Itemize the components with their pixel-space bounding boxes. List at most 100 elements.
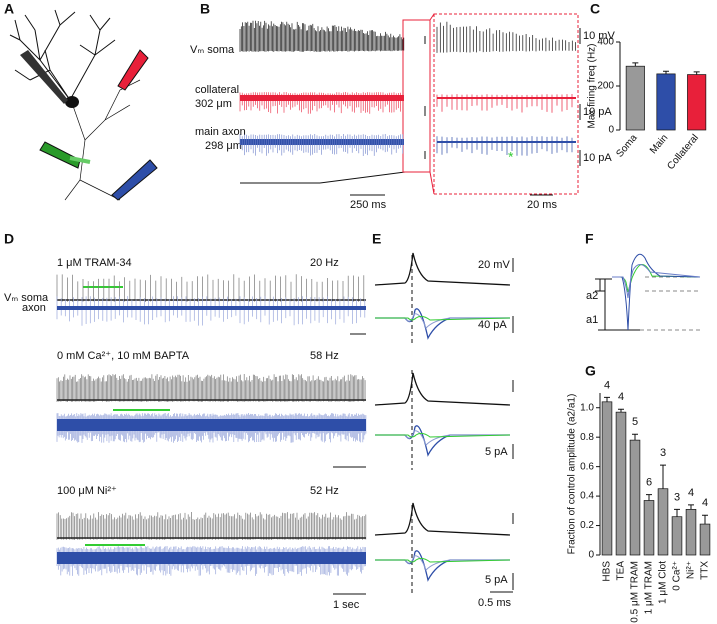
scale-label: 20 ms [527, 199, 557, 211]
amplitude-brackets [595, 278, 640, 331]
bar [601, 401, 613, 556]
scale-label: 10 mV [583, 30, 615, 42]
n-label: 4 [702, 497, 708, 509]
trace [375, 315, 511, 321]
y-tick-label: 400 [597, 37, 614, 48]
scale-label: 1 sec [333, 599, 360, 611]
condition-label: 100 μM Ni²⁺ [57, 485, 117, 497]
error-bar [660, 464, 666, 489]
scale-label: 20 mV [478, 259, 510, 271]
x-tick-label: Main [648, 133, 670, 157]
trace-label: 298 μm [205, 140, 242, 152]
asterisk: * [508, 149, 514, 165]
bar [671, 516, 683, 556]
soma [65, 96, 79, 108]
error-bar [688, 504, 694, 510]
scale-label: 250 ms [350, 199, 387, 211]
bar [657, 488, 669, 556]
trace [374, 502, 511, 536]
trace-label: collateral [195, 84, 239, 96]
amplitude-label: a1 [586, 314, 598, 326]
n-label: 6 [646, 477, 652, 489]
x-tick-label: 0 Ca²⁺ [672, 561, 683, 591]
trace [375, 430, 510, 446]
y-tick-label: 0.8 [580, 432, 594, 443]
bar [685, 508, 697, 556]
error-bar [693, 71, 700, 75]
bar [699, 523, 711, 556]
trace [375, 555, 510, 571]
axon-pipette [39, 141, 81, 169]
trace-label: axon [22, 302, 46, 314]
panel-label: C [590, 1, 600, 17]
soma-pipette [20, 50, 68, 104]
trace [239, 20, 405, 52]
y-tick-label: 0.2 [580, 520, 594, 531]
y-tick-label: 0 [588, 550, 594, 561]
scale-label: 0.5 ms [478, 597, 512, 609]
zoom-lines [429, 13, 435, 195]
error-bar [632, 62, 639, 67]
trace [375, 432, 511, 438]
error-bar [702, 514, 708, 525]
trace-label: Vₘ soma [4, 292, 49, 304]
scale-label: 5 pA [485, 574, 508, 586]
trace [375, 557, 511, 563]
error-bar [618, 408, 624, 413]
n-label: 3 [674, 491, 680, 503]
trace [56, 374, 366, 402]
error-bar [604, 396, 610, 402]
trace [239, 92, 404, 114]
amplitude-label: a2 [586, 290, 598, 302]
bar [615, 411, 627, 556]
panel-label: E [372, 231, 381, 247]
n-label: 4 [604, 379, 610, 391]
rate-label: 52 Hz [310, 485, 339, 497]
trace [56, 274, 365, 302]
error-bar [663, 70, 669, 74]
y-tick-label: 200 [597, 81, 614, 92]
error-bar [674, 508, 680, 517]
x-tick-label: HBS [602, 561, 613, 582]
y-tick-label: 0 [608, 125, 614, 136]
trace [436, 94, 573, 113]
trace [239, 134, 404, 156]
x-tick-label: 0.5 μM TRAM [630, 561, 641, 623]
panel-label: F [585, 231, 594, 247]
n-label: 4 [688, 487, 694, 499]
trace [436, 136, 573, 156]
x-tick-label: TTX [700, 561, 711, 580]
trace-label: main axon [195, 126, 246, 138]
scale-label: 10 pA [583, 106, 612, 118]
trace [374, 372, 511, 406]
trace [375, 550, 510, 582]
zoom-box [402, 19, 431, 173]
scale-bars [490, 258, 514, 593]
bar [656, 73, 676, 131]
n-label: 5 [632, 416, 638, 428]
bar [643, 500, 655, 556]
y-tick-label: 1.0 [580, 402, 594, 413]
rate-label: 20 Hz [310, 257, 339, 269]
n-label: 3 [660, 447, 666, 459]
trace [374, 252, 511, 286]
scale-label: 10 pA [583, 152, 612, 164]
trace [612, 253, 701, 331]
rate-label: 58 Hz [310, 350, 339, 362]
error-bar [646, 494, 652, 501]
trace [56, 512, 367, 540]
bar [687, 74, 707, 131]
x-tick-label: Soma [614, 132, 639, 159]
zoom-panel [433, 13, 579, 195]
x-tick-label: 1 μM TRAM [644, 561, 655, 614]
x-tick-label: Collateral [665, 133, 701, 172]
bar [629, 439, 641, 556]
y-axis-label: Max firing freq (Hz) [587, 43, 598, 128]
condition-label: 1 μM TRAM-34 [57, 257, 132, 269]
reference-lines [640, 276, 700, 331]
condition-label: 0 mM Ca²⁺, 10 mM BAPTA [57, 350, 190, 362]
trace [375, 308, 510, 340]
trace-label: 302 μm [195, 98, 232, 110]
trace-label: Vₘ soma [190, 44, 235, 56]
